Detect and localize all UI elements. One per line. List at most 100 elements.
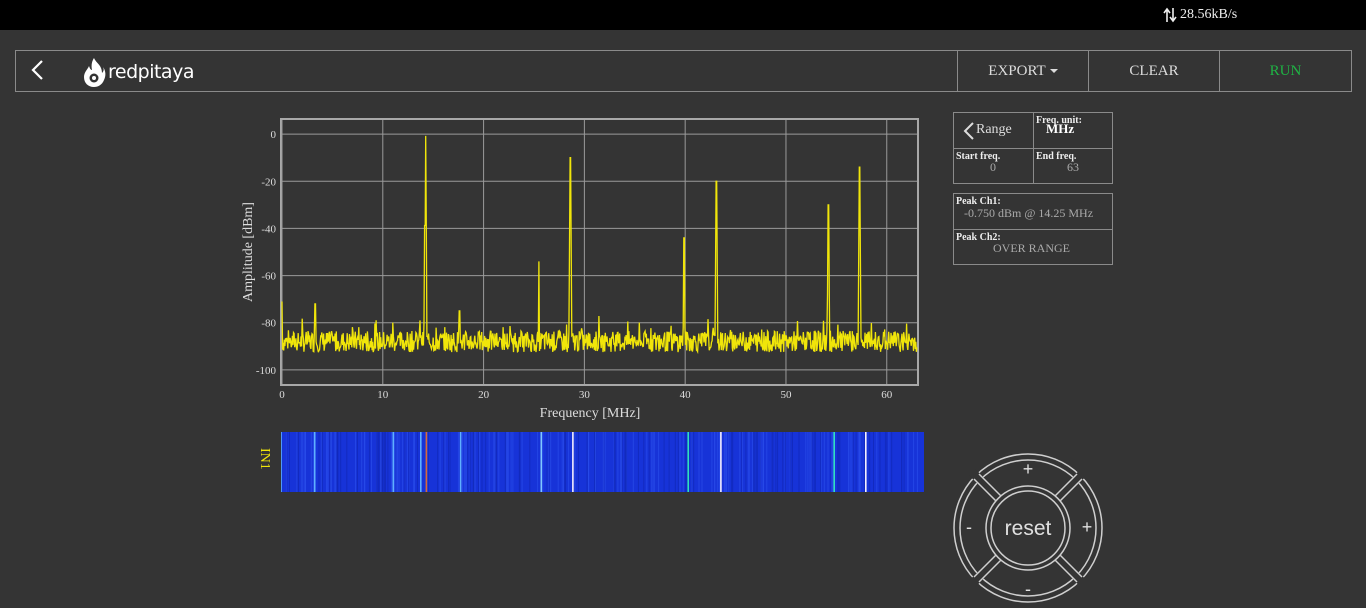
waterfall-noise-line xyxy=(286,432,288,492)
waterfall-noise-line xyxy=(416,432,418,492)
waterfall-noise-line xyxy=(574,432,576,492)
waterfall-noise-line xyxy=(760,432,762,492)
waterfall-noise-line xyxy=(790,432,792,492)
waterfall-noise-line xyxy=(595,432,596,492)
waterfall-noise-line xyxy=(725,432,727,492)
waterfall-noise-line xyxy=(613,432,615,492)
waterfall-noise-line xyxy=(340,432,342,492)
logo-text: redpitaya xyxy=(108,61,194,83)
waterfall-peak-line xyxy=(687,432,689,492)
app-navbar: redpitaya EXPORT CLEAR RUN xyxy=(15,50,1352,92)
waterfall-noise-line xyxy=(831,432,833,492)
waterfall-noise-line xyxy=(823,432,825,492)
waterfall-noise-line xyxy=(529,432,531,492)
waterfall-noise-line xyxy=(564,432,566,492)
waterfall-noise-line xyxy=(408,432,410,492)
waterfall-noise-line xyxy=(784,432,786,492)
waterfall-noise-line xyxy=(498,432,500,492)
waterfall-noise-line xyxy=(495,432,497,492)
start-freq-label: Start freq. xyxy=(956,151,1001,162)
waterfall-noise-line xyxy=(488,432,490,492)
zoom-out-x-button[interactable]: - xyxy=(966,517,972,537)
waterfall-noise-line xyxy=(473,432,475,492)
zoom-in-y-button[interactable]: + xyxy=(1023,459,1034,479)
waterfall-noise-line xyxy=(775,432,777,492)
waterfall-noise-line xyxy=(469,432,471,492)
waterfall-noise-line xyxy=(335,432,337,492)
waterfall-noise-line xyxy=(651,432,653,492)
clear-button[interactable]: CLEAR xyxy=(1088,51,1219,91)
waterfall-peak-line xyxy=(392,432,395,492)
run-label: RUN xyxy=(1269,62,1302,79)
waterfall-noise-line xyxy=(648,432,650,492)
x-tick-label: 50 xyxy=(780,389,792,401)
waterfall-noise-line xyxy=(398,432,400,492)
waterfall-noise-line xyxy=(625,432,626,492)
waterfall-noise-line xyxy=(811,432,813,492)
waterfall-noise-line xyxy=(300,432,302,492)
x-tick-labels: 0 10 20 30 40 50 60 xyxy=(279,389,893,401)
waterfall-noise-line xyxy=(686,432,688,492)
waterfall-noise-line xyxy=(326,432,327,492)
redpitaya-logo[interactable]: redpitaya xyxy=(82,55,194,89)
waterfall-noise-line xyxy=(336,432,338,492)
waterfall-noise-line xyxy=(762,432,764,492)
waterfall-noise-line xyxy=(848,432,849,492)
zoom-in-x-button[interactable]: + xyxy=(1082,517,1093,537)
waterfall-noise-line xyxy=(379,432,381,492)
waterfall-peak-line xyxy=(281,432,282,492)
waterfall-noise-line xyxy=(852,432,854,492)
waterfall-noise-line xyxy=(380,432,382,492)
y-tick-labels: 0 -20 -40 -60 -80 -100 xyxy=(256,129,277,377)
start-freq-field[interactable]: Start freq. 0 xyxy=(954,149,1034,183)
flame-logo-icon xyxy=(84,58,106,87)
waterfall-noise-line xyxy=(289,432,290,492)
end-freq-field[interactable]: End freq. 63 xyxy=(1034,149,1112,183)
waterfall-noise-line xyxy=(832,432,834,492)
waterfall-noise-line xyxy=(603,432,605,492)
reset-label: reset xyxy=(1005,517,1052,540)
waterfall-channel-label: IN1 xyxy=(257,448,272,470)
waterfall-noise-line xyxy=(753,432,755,492)
waterfall-display xyxy=(281,432,924,492)
waterfall-noise-line xyxy=(602,432,604,492)
waterfall-noise-line xyxy=(485,432,487,492)
waterfall-noise-line xyxy=(755,432,757,492)
range-back-button[interactable]: Range xyxy=(954,113,1034,149)
waterfall-noise-line xyxy=(747,432,749,492)
waterfall-noise-line xyxy=(711,432,713,492)
waterfall-noise-line xyxy=(839,432,841,492)
waterfall-noise-line xyxy=(646,432,648,492)
export-button[interactable]: EXPORT xyxy=(957,51,1088,91)
reset-button[interactable] xyxy=(985,485,1071,571)
end-freq-value: 63 xyxy=(1067,160,1079,174)
waterfall-noise-line xyxy=(820,432,822,492)
waterfall-noise-line xyxy=(521,432,523,492)
waterfall-noise-line xyxy=(643,432,645,492)
waterfall-noise-line xyxy=(864,432,865,492)
waterfall-noise-line xyxy=(506,432,508,492)
waterfall-noise-line xyxy=(368,432,370,492)
waterfall-noise-line xyxy=(766,432,768,492)
spectrum-plot[interactable]: 0 -20 -40 -60 -80 -100 0 10 20 30 40 50 60 Amplitud… xyxy=(230,110,930,425)
waterfall-noise-line xyxy=(653,432,655,492)
x-axis-label: Frequency [MHz] xyxy=(540,406,641,421)
waterfall-noise-line xyxy=(561,432,563,492)
waterfall-noise-line xyxy=(303,432,305,492)
waterfall-noise-line xyxy=(772,432,774,492)
peak-ch2-value: OVER RANGE xyxy=(993,241,1070,255)
zoom-out-y-button[interactable]: - xyxy=(1025,579,1031,599)
end-freq-label: End freq. xyxy=(1036,151,1077,162)
waterfall-noise-line xyxy=(913,432,915,492)
peak-ch1-label: Peak Ch1: xyxy=(956,196,1001,207)
network-speed: 28.56kB/s xyxy=(1163,7,1237,23)
chevron-left-icon xyxy=(963,122,974,140)
back-button[interactable] xyxy=(24,57,54,85)
waterfall-noise-line xyxy=(550,432,552,492)
waterfall-noise-line xyxy=(807,432,809,492)
waterfall-noise-line xyxy=(813,432,815,492)
waterfall-noise-line xyxy=(414,432,415,492)
waterfall-noise-line xyxy=(346,432,348,492)
run-button[interactable]: RUN xyxy=(1219,51,1351,91)
freq-unit-field[interactable]: Freq. unit: MHz xyxy=(1034,113,1112,149)
